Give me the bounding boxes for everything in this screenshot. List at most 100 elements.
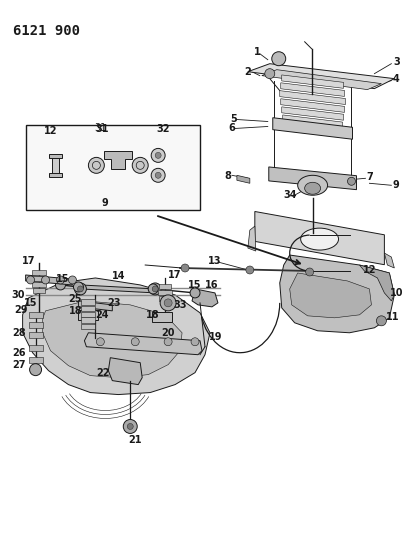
- Bar: [82, 324, 95, 329]
- Polygon shape: [273, 118, 353, 139]
- Polygon shape: [280, 91, 346, 104]
- Text: 9: 9: [393, 180, 400, 190]
- Circle shape: [164, 338, 172, 346]
- Circle shape: [148, 284, 158, 294]
- Text: 32: 32: [156, 125, 170, 134]
- Circle shape: [348, 177, 355, 185]
- Text: 23: 23: [108, 298, 121, 308]
- Bar: [31, 282, 46, 287]
- Text: 5: 5: [231, 114, 237, 124]
- Text: 6121 900: 6121 900: [13, 24, 80, 38]
- Ellipse shape: [298, 175, 328, 195]
- Polygon shape: [26, 275, 73, 285]
- Text: 6: 6: [228, 124, 235, 133]
- Circle shape: [132, 157, 148, 173]
- Circle shape: [96, 338, 104, 346]
- Circle shape: [56, 276, 64, 284]
- Bar: [159, 296, 171, 301]
- Text: 17: 17: [22, 256, 35, 266]
- Text: 16: 16: [205, 280, 219, 290]
- Text: 17: 17: [169, 270, 182, 280]
- Circle shape: [127, 423, 133, 430]
- Polygon shape: [22, 278, 210, 394]
- Bar: [49, 155, 62, 158]
- Bar: [33, 288, 44, 293]
- Bar: [29, 322, 42, 328]
- Circle shape: [151, 168, 165, 182]
- Text: 27: 27: [12, 360, 25, 370]
- Polygon shape: [282, 107, 344, 120]
- Ellipse shape: [305, 182, 321, 194]
- Text: 2: 2: [244, 67, 251, 77]
- Circle shape: [27, 276, 35, 284]
- Circle shape: [123, 419, 137, 433]
- Circle shape: [306, 268, 314, 276]
- Polygon shape: [42, 301, 182, 377]
- Text: 30: 30: [11, 290, 24, 300]
- Circle shape: [74, 283, 86, 295]
- Text: 15: 15: [188, 280, 202, 290]
- Circle shape: [155, 152, 161, 158]
- Text: 3: 3: [393, 56, 400, 67]
- Text: 15: 15: [56, 274, 69, 284]
- Text: 12: 12: [44, 126, 57, 136]
- Bar: [49, 173, 62, 177]
- Bar: [31, 276, 47, 281]
- Circle shape: [30, 364, 42, 376]
- Bar: [29, 312, 42, 318]
- Text: 31: 31: [95, 125, 109, 134]
- Circle shape: [160, 295, 176, 311]
- Polygon shape: [269, 167, 357, 190]
- Bar: [29, 357, 42, 362]
- Bar: [51, 156, 60, 175]
- Bar: [78, 310, 98, 320]
- Polygon shape: [281, 99, 344, 112]
- Polygon shape: [255, 212, 384, 265]
- Text: 10: 10: [390, 288, 403, 298]
- Polygon shape: [78, 301, 112, 311]
- Bar: [82, 312, 95, 317]
- Polygon shape: [237, 175, 250, 183]
- Bar: [152, 312, 172, 322]
- Polygon shape: [281, 83, 344, 96]
- Polygon shape: [80, 285, 155, 293]
- Text: 31: 31: [94, 124, 106, 133]
- Polygon shape: [248, 63, 395, 88]
- Circle shape: [265, 69, 275, 79]
- Ellipse shape: [301, 228, 339, 250]
- Text: 19: 19: [209, 332, 223, 342]
- Text: 13: 13: [208, 256, 222, 266]
- Bar: [31, 270, 46, 275]
- Polygon shape: [384, 253, 395, 268]
- Circle shape: [377, 316, 386, 326]
- Text: 11: 11: [386, 312, 399, 322]
- Circle shape: [151, 148, 165, 163]
- Circle shape: [69, 276, 76, 284]
- Circle shape: [42, 276, 49, 284]
- Text: 20: 20: [162, 328, 175, 338]
- Polygon shape: [359, 265, 395, 301]
- Text: 7: 7: [366, 172, 373, 182]
- Text: 29: 29: [14, 305, 27, 315]
- Bar: [159, 284, 171, 289]
- Circle shape: [152, 286, 158, 292]
- Bar: [82, 317, 95, 323]
- Bar: [82, 299, 95, 305]
- Text: 12: 12: [363, 265, 376, 275]
- Text: 34: 34: [283, 190, 297, 200]
- Text: 4: 4: [393, 74, 400, 84]
- Polygon shape: [192, 289, 218, 307]
- Polygon shape: [282, 75, 344, 88]
- Text: 25: 25: [69, 294, 82, 304]
- Text: 15: 15: [24, 298, 38, 308]
- Circle shape: [73, 282, 83, 292]
- Text: 26: 26: [12, 348, 25, 358]
- Circle shape: [55, 280, 65, 290]
- Text: 18: 18: [146, 310, 160, 320]
- Circle shape: [155, 172, 161, 179]
- Polygon shape: [290, 273, 371, 318]
- Polygon shape: [248, 226, 256, 251]
- Polygon shape: [109, 358, 142, 385]
- Circle shape: [131, 338, 139, 346]
- Polygon shape: [262, 70, 381, 90]
